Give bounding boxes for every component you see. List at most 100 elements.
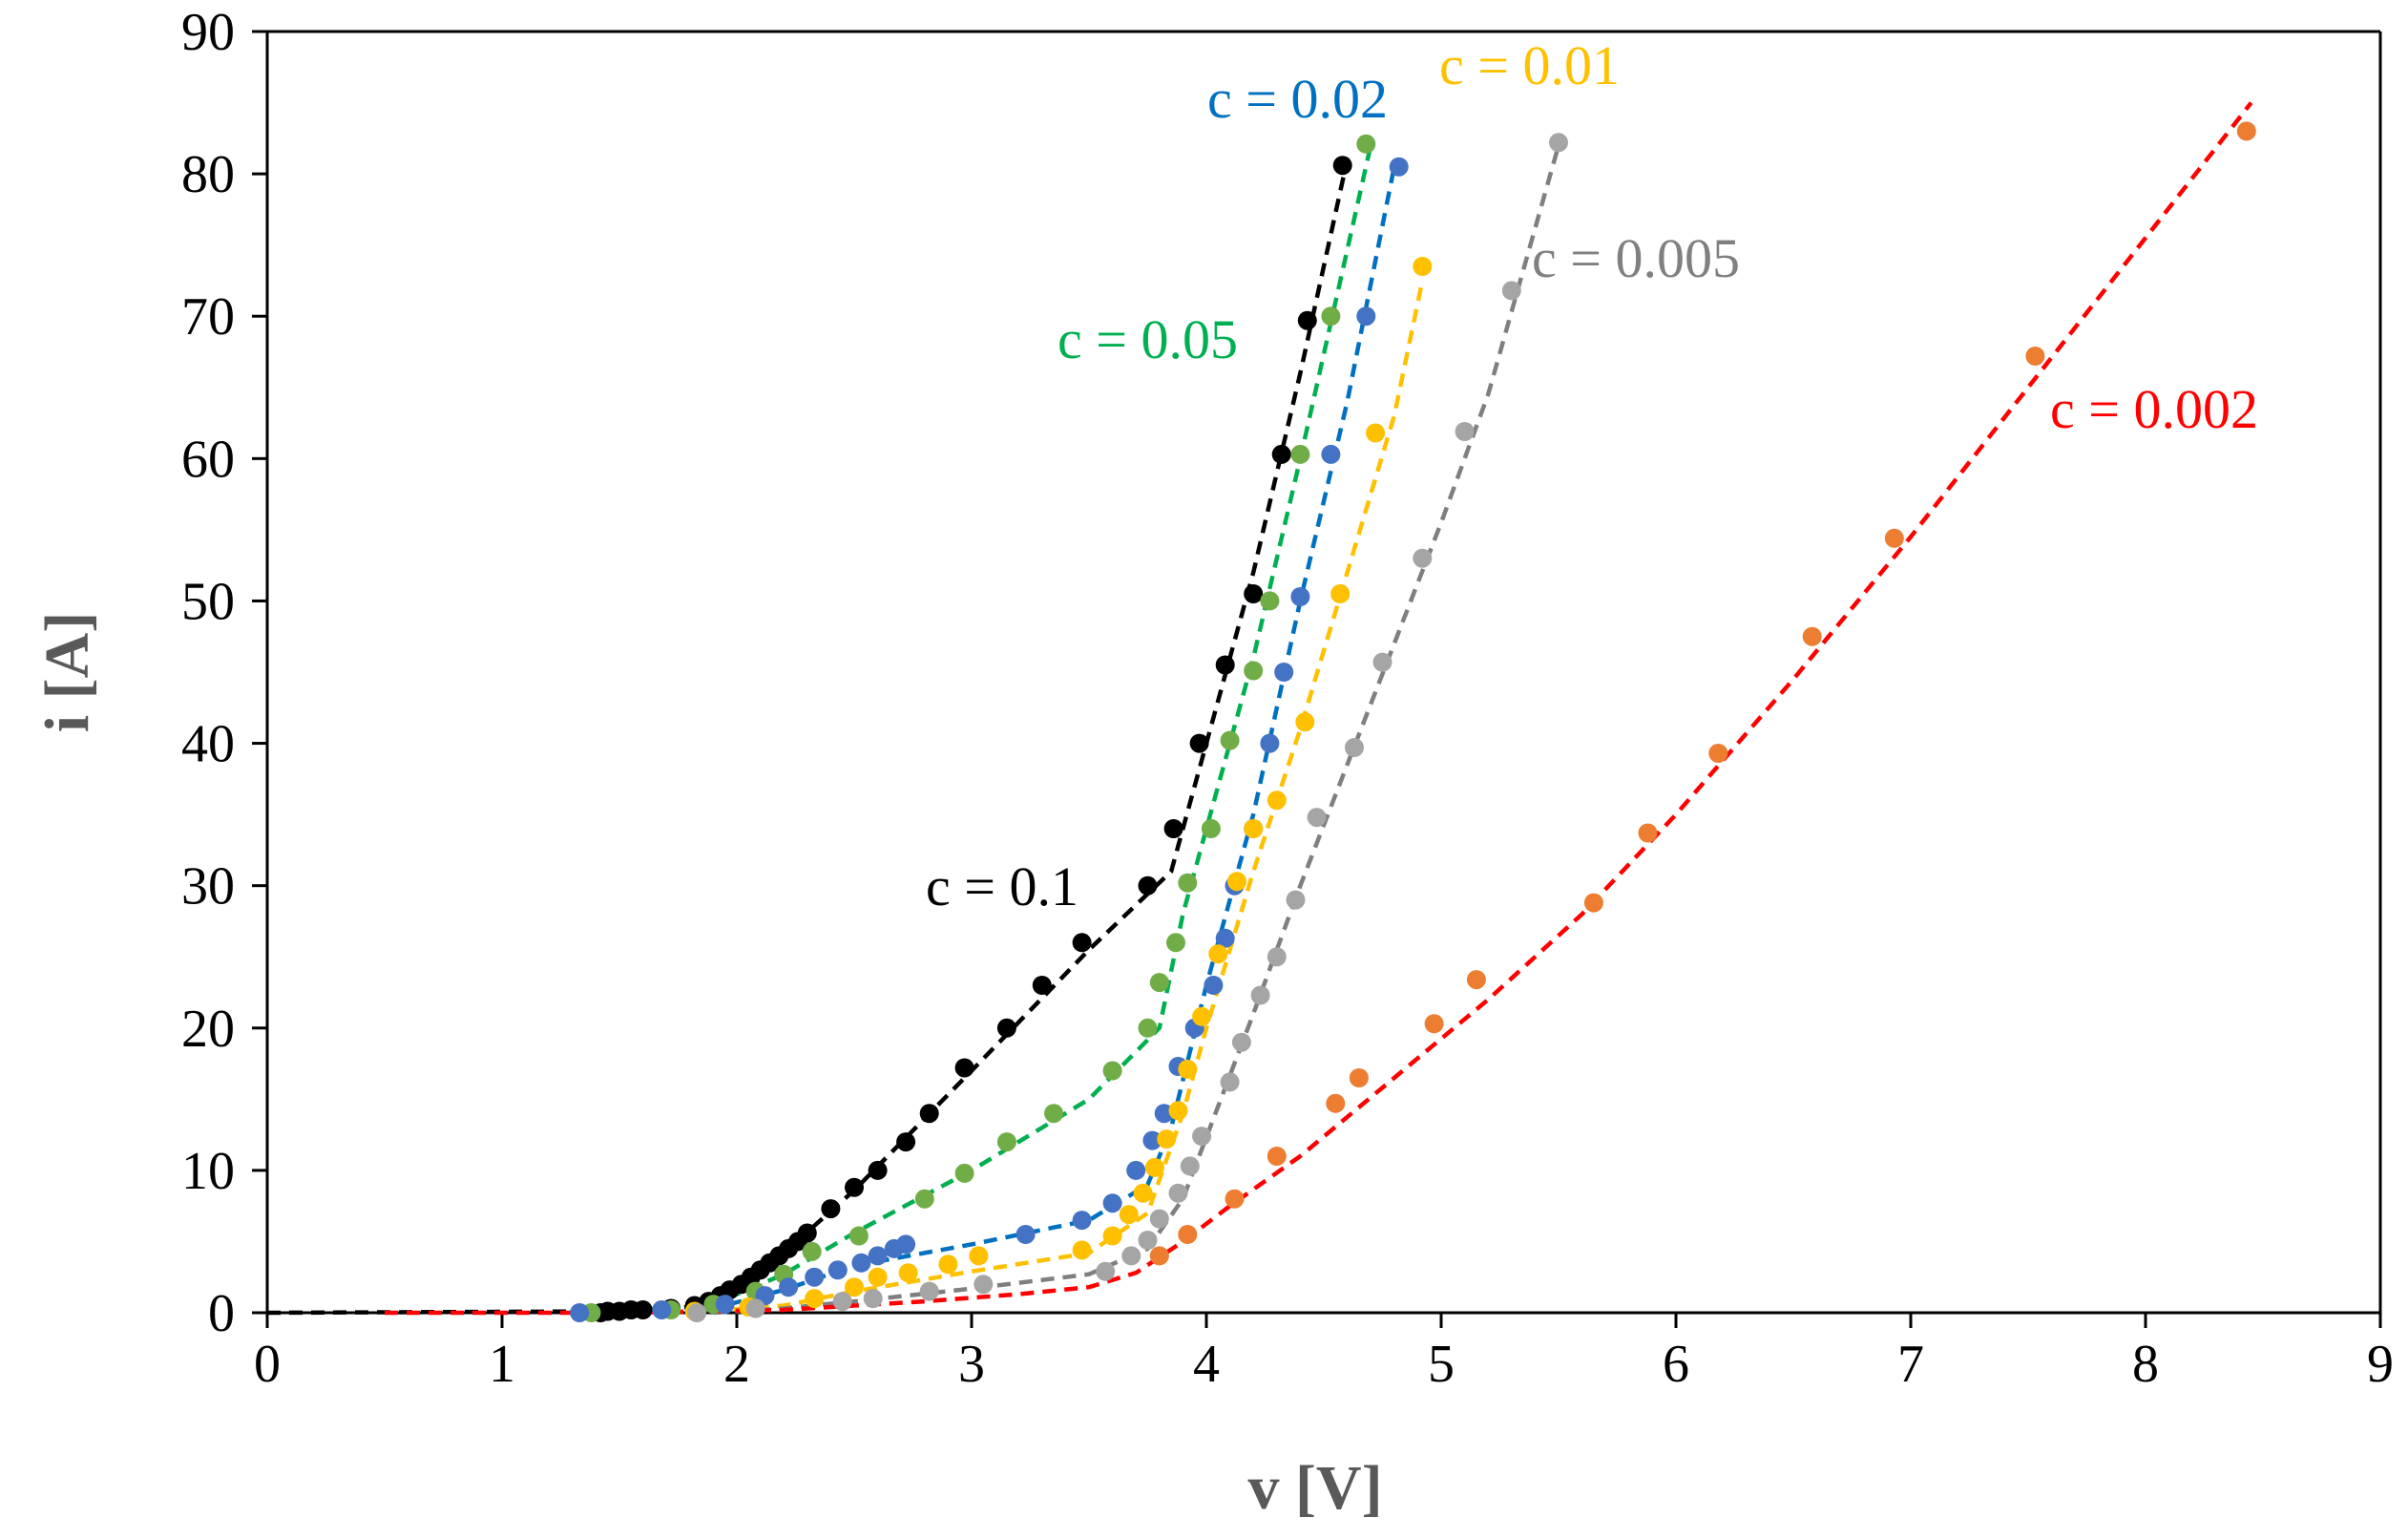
- data-point-series-3: [1102, 1226, 1122, 1246]
- data-point-series-2: [1389, 157, 1409, 177]
- data-point-series-0: [919, 1104, 939, 1124]
- data-point-series-3: [1133, 1183, 1153, 1203]
- data-point-series-4: [687, 1303, 707, 1322]
- y-axis-ticks: 0 10 20 30 40 50 60 70 80 90: [181, 3, 267, 1343]
- data-point-series-4: [1501, 281, 1521, 301]
- data-markers: [570, 121, 2256, 1322]
- y-tick-label: 30: [181, 857, 235, 917]
- data-point-series-4: [1455, 422, 1475, 441]
- data-point-series-0: [1332, 156, 1352, 176]
- data-point-series-0: [896, 1132, 916, 1152]
- data-point-series-2: [1260, 733, 1280, 753]
- data-point-series-1: [1244, 661, 1264, 681]
- data-point-series-4: [1549, 133, 1568, 153]
- data-point-series-0: [633, 1300, 653, 1319]
- series-label-4: c = 0.005: [1532, 227, 1740, 289]
- data-point-series-2: [805, 1267, 825, 1287]
- data-point-series-5: [2025, 347, 2045, 366]
- data-point-series-4: [832, 1292, 852, 1312]
- data-point-series-2: [1356, 306, 1376, 327]
- series-label-1: c = 0.05: [1057, 308, 1238, 370]
- data-point-series-2: [1154, 1104, 1174, 1124]
- data-point-series-0: [1138, 875, 1158, 896]
- y-tick-label: 40: [181, 715, 235, 774]
- data-point-series-3: [1178, 1060, 1198, 1079]
- data-point-series-4: [1149, 1209, 1169, 1229]
- data-point-series-3: [938, 1254, 958, 1275]
- data-point-series-4: [1138, 1231, 1158, 1250]
- data-point-series-4: [1168, 1183, 1188, 1203]
- data-point-series-0: [1271, 444, 1291, 464]
- data-point-series-1: [1220, 730, 1240, 750]
- data-point-series-2: [1102, 1193, 1122, 1213]
- data-point-series-0: [845, 1177, 864, 1197]
- data-point-series-4: [1413, 548, 1433, 568]
- data-point-series-0: [1032, 976, 1052, 995]
- data-point-series-3: [1295, 712, 1315, 732]
- x-tick-label: 3: [958, 1335, 985, 1394]
- data-point-series-3: [1208, 944, 1228, 964]
- data-point-series-2: [715, 1295, 735, 1315]
- data-point-series-1: [1356, 134, 1376, 154]
- data-point-series-3: [1330, 584, 1351, 603]
- y-axis-title: i [A]: [32, 612, 102, 732]
- data-point-series-2: [1142, 1130, 1162, 1150]
- data-point-series-4: [1096, 1261, 1116, 1281]
- data-point-series-5: [1424, 1014, 1444, 1034]
- data-point-series-0: [821, 1199, 841, 1219]
- data-point-series-1: [802, 1241, 822, 1261]
- data-point-series-3: [1119, 1205, 1139, 1225]
- data-point-series-3: [1267, 791, 1287, 811]
- data-point-series-4: [1121, 1246, 1141, 1266]
- data-point-series-2: [1215, 928, 1235, 948]
- x-tick-label: 0: [254, 1335, 281, 1394]
- y-tick-label: 10: [181, 1142, 235, 1201]
- data-point-series-1: [1166, 933, 1185, 953]
- data-point-series-1: [1044, 1104, 1064, 1124]
- data-point-series-5: [1708, 744, 1728, 763]
- data-point-series-1: [848, 1226, 869, 1246]
- data-point-series-2: [652, 1300, 672, 1319]
- y-tick-label: 70: [181, 287, 235, 347]
- data-point-series-1: [1149, 973, 1169, 993]
- series-label-3: c = 0.01: [1439, 34, 1620, 96]
- data-point-series-4: [1372, 652, 1392, 672]
- data-point-series-2: [779, 1277, 799, 1297]
- data-point-series-3: [969, 1246, 989, 1266]
- series-label-2: c = 0.02: [1207, 68, 1388, 130]
- data-point-series-1: [914, 1189, 934, 1209]
- data-point-series-3: [868, 1267, 888, 1287]
- data-point-series-3: [1227, 872, 1246, 892]
- data-point-series-3: [1168, 1101, 1188, 1121]
- x-tick-label: 7: [1897, 1335, 1924, 1394]
- data-point-series-1: [1321, 306, 1341, 327]
- series-label-5: c = 0.002: [2050, 378, 2258, 440]
- y-tick-label: 90: [181, 3, 235, 62]
- data-point-series-4: [1231, 1032, 1251, 1052]
- data-point-series-2: [1290, 587, 1310, 606]
- fit-line-series-4: [713, 144, 1561, 1316]
- x-tick-label: 8: [2132, 1335, 2159, 1394]
- data-point-series-5: [1225, 1189, 1245, 1209]
- data-point-series-3: [805, 1289, 825, 1309]
- data-point-series-2: [896, 1234, 916, 1254]
- data-point-series-0: [996, 1018, 1016, 1038]
- data-point-series-2: [851, 1253, 871, 1273]
- data-point-series-0: [954, 1058, 974, 1078]
- data-point-series-0: [1072, 933, 1092, 953]
- data-point-series-1: [996, 1132, 1016, 1152]
- data-point-series-1: [1102, 1061, 1122, 1081]
- y-tick-label: 80: [181, 145, 235, 204]
- data-point-series-4: [974, 1275, 994, 1295]
- x-axis-ticks: 0 1 2 3 4 5 6 7 8 9: [254, 1313, 2394, 1394]
- data-point-series-5: [1466, 970, 1486, 990]
- x-tick-label: 1: [489, 1335, 515, 1394]
- data-point-series-3: [1144, 1157, 1164, 1177]
- data-point-series-2: [1072, 1211, 1092, 1231]
- data-point-series-3: [845, 1277, 864, 1297]
- data-point-series-5: [1178, 1225, 1198, 1244]
- data-point-series-2: [827, 1260, 848, 1280]
- data-point-series-5: [2236, 121, 2256, 141]
